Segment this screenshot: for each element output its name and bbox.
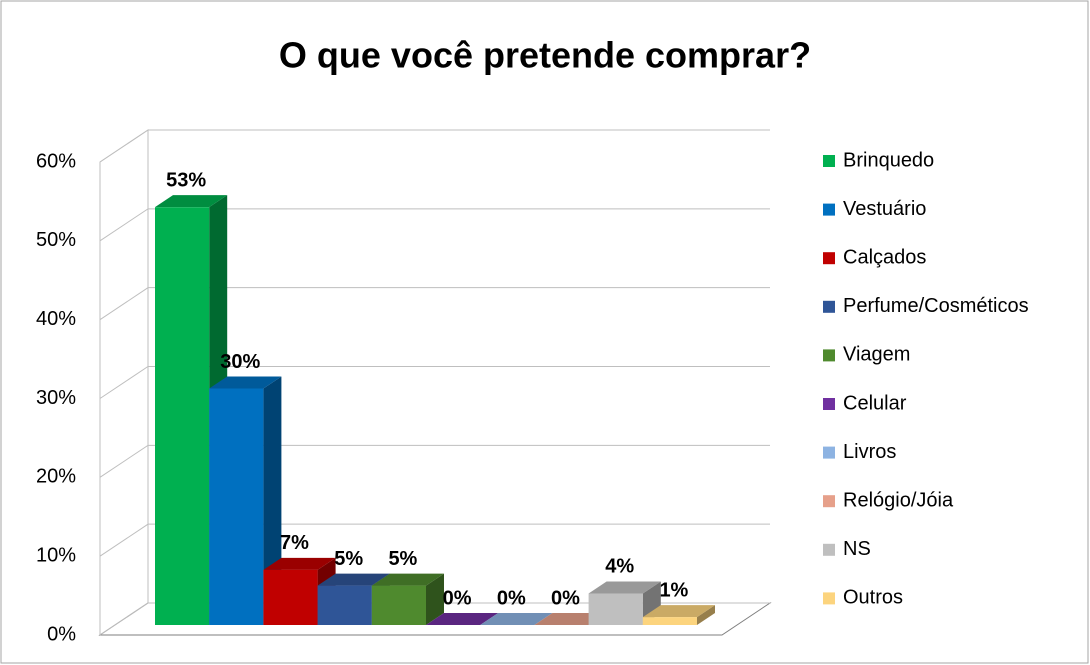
legend-swatch — [823, 398, 835, 410]
bar-top — [480, 613, 553, 625]
grid-line — [99, 602, 770, 636]
data-label: 1% — [659, 579, 688, 601]
legend-swatch — [823, 349, 835, 362]
legend-swatch — [823, 155, 835, 167]
bar-top — [534, 613, 607, 625]
legend-swatch — [823, 592, 835, 605]
bar — [642, 617, 697, 625]
bar-top — [155, 195, 228, 208]
bar-side — [697, 605, 715, 625]
legend-swatch — [823, 495, 835, 508]
data-label: 7% — [280, 532, 309, 554]
grid-line — [99, 129, 770, 163]
bar — [317, 585, 372, 625]
legend-swatch — [823, 252, 835, 265]
grid-line — [99, 208, 770, 242]
data-label: 4% — [605, 556, 634, 578]
legend-label: Viagem — [843, 344, 910, 366]
bar-side — [426, 573, 444, 625]
y-tick-label: 60% — [36, 150, 76, 172]
grid-line — [99, 523, 770, 557]
data-label: 5% — [334, 548, 363, 570]
data-label: 5% — [388, 548, 417, 570]
grid-line — [99, 287, 770, 321]
bar — [371, 585, 426, 625]
data-label: 30% — [220, 351, 260, 373]
bar-top — [588, 581, 661, 594]
bar — [588, 593, 643, 625]
legend-swatch — [823, 300, 835, 313]
data-label: 0% — [443, 587, 472, 609]
legend-label: Outros — [843, 587, 903, 609]
bar — [209, 388, 264, 625]
legend-swatch — [823, 543, 835, 556]
bar-top — [317, 573, 390, 586]
grid-line — [99, 366, 770, 399]
bar — [263, 569, 318, 625]
y-tick-label: 0% — [47, 623, 76, 645]
bar-top — [209, 376, 282, 389]
bar-top — [642, 605, 715, 618]
y-tick-label: 30% — [36, 387, 76, 409]
legend-label: Celular — [843, 392, 907, 414]
y-tick-label: 10% — [36, 544, 76, 566]
bar-top — [426, 613, 499, 625]
y-tick-label: 40% — [36, 308, 76, 330]
bar-top — [263, 557, 336, 570]
bar-top — [371, 573, 444, 586]
grid-line — [99, 444, 770, 478]
legend-label: Perfume/Cosméticos — [843, 295, 1029, 317]
legend-swatch — [823, 203, 835, 216]
data-label: 0% — [497, 587, 526, 609]
chart-title: O que você pretende comprar? — [279, 35, 811, 76]
data-label: 53% — [166, 169, 206, 191]
y-tick-label: 20% — [36, 466, 76, 488]
data-label: 0% — [551, 587, 580, 609]
legend-label: Livros — [843, 441, 896, 463]
legend-swatch — [823, 446, 835, 459]
legend-label: NS — [843, 538, 871, 560]
legend-label: Vestuário — [843, 198, 926, 220]
bar — [155, 207, 210, 625]
legend-label: Calçados — [843, 246, 926, 268]
y-tick-label: 50% — [36, 229, 76, 251]
legend-label: Relógio/Jóia — [843, 489, 954, 511]
legend-label: Brinquedo — [843, 149, 934, 171]
